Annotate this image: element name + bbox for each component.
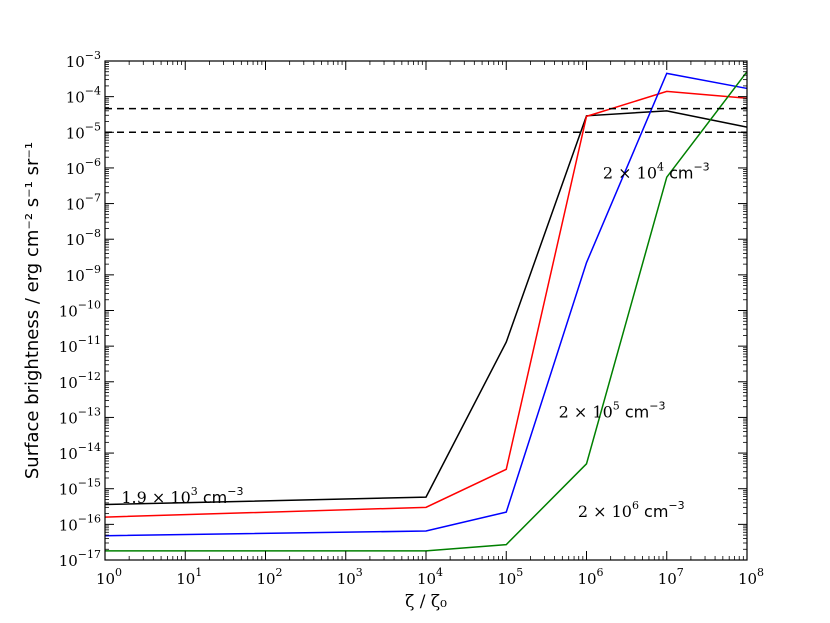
x-tick-label: 101 (176, 566, 202, 588)
x-tick-label: 103 (337, 566, 363, 588)
series-line-1 (104, 110, 748, 506)
y-tick-label: 10−4 (66, 85, 101, 107)
x-tick-label: 102 (256, 566, 282, 588)
x-tick-label: 108 (738, 566, 764, 588)
annotation-green: 2 × 106 cm−3 (578, 499, 685, 521)
annotation-red: 2 × 104 cm−3 (603, 161, 710, 183)
plot-frame (104, 60, 748, 561)
y-tick-label: 10−17 (59, 548, 101, 570)
y-tick-label: 10−3 (66, 49, 101, 71)
series-annotations: 1.9 × 103 cm−3 2 × 104 cm−3 2 × 105 cm−3 2 … (121, 161, 709, 521)
series-line-2 (104, 90, 748, 518)
y-tick-label: 10−5 (66, 120, 101, 142)
x-tick-label: 104 (417, 566, 443, 588)
x-tick-label: 106 (577, 566, 603, 588)
y-tick-label: 10−12 (59, 370, 101, 392)
axis-ticks (104, 60, 748, 561)
x-tick-labels: 100 101 102 103 104 105 106 107 108 (96, 566, 764, 588)
annotation-blue: 2 × 105 cm−3 (559, 399, 666, 421)
y-tick-labels: 10−17 10−16 10−15 10−14 10−13 10−12 10−11 10−10… (59, 49, 101, 570)
y-tick-label: 10−13 (59, 405, 101, 427)
y-axis-label: Surface brightness / erg cm⁻² s⁻¹ sr⁻¹ (22, 142, 43, 479)
y-tick-label: 10−16 (59, 512, 101, 534)
x-tick-label: 107 (658, 566, 684, 588)
x-axis-label: ζ / ζ₀ (405, 592, 447, 612)
y-tick-label: 10−10 (59, 299, 101, 321)
y-tick-label: 10−6 (66, 156, 101, 178)
y-tick-label: 10−11 (59, 334, 101, 356)
x-tick-label: 100 (96, 566, 122, 588)
y-tick-label: 10−9 (66, 263, 101, 285)
annotation-black: 1.9 × 103 cm−3 (121, 485, 243, 507)
series-line-3 (104, 72, 748, 537)
series-layer (104, 71, 748, 552)
y-tick-label: 10−8 (66, 227, 101, 249)
series-line-4 (105, 71, 748, 552)
x-tick-label: 105 (497, 566, 523, 588)
y-tick-label: 10−7 (66, 192, 101, 214)
y-tick-label: 10−15 (59, 477, 101, 499)
y-tick-label: 10−14 (59, 441, 101, 463)
